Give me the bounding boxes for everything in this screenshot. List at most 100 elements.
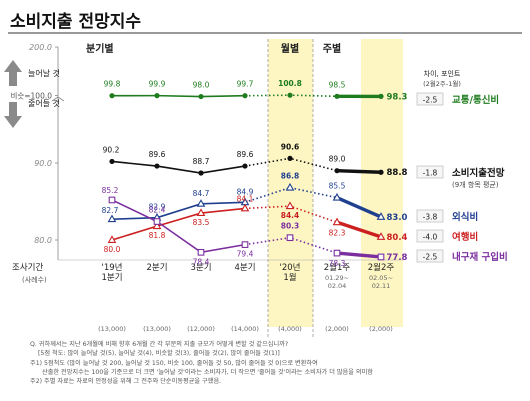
series-subtitle: (9개 항목 평균): [452, 180, 499, 189]
diff-badge: [416, 165, 444, 179]
data-point: [108, 196, 116, 204]
series-line: [111, 201, 246, 221]
diff-badge: [416, 229, 444, 243]
up-label: 늘어날 것: [28, 68, 60, 78]
diff-badge: [416, 209, 444, 223]
data-point: [109, 93, 115, 99]
page-title: 소비지출 전망지수: [10, 12, 142, 32]
data-point: [285, 201, 295, 210]
sample-size-label: (2,000): [369, 325, 393, 333]
y-tick-label: 80.0: [34, 236, 52, 245]
note-1: 주1) 5점척도 (많이 늘어날 것 200, 늘어날 것 150, 비슷 10…: [30, 359, 318, 367]
data-label: 78.4: [193, 257, 210, 266]
data-label: 90.2: [103, 145, 120, 154]
data-label: 79.4: [237, 250, 254, 259]
data-label: 84.7: [193, 189, 210, 198]
series-line: [111, 207, 246, 241]
x-tick-label: 3분기: [190, 263, 211, 273]
data-point: [287, 155, 293, 161]
data-point: [198, 93, 204, 100]
y-tick-label: 200.0: [29, 43, 52, 52]
diff-value: -2.5: [423, 96, 438, 105]
data-point: [197, 248, 205, 256]
data-label: 83.5: [193, 218, 210, 227]
data-point: [241, 241, 249, 248]
data-point: [198, 170, 204, 176]
data-point: [332, 217, 342, 226]
series-line-weekly: [336, 251, 382, 259]
diff-value: -4.0: [423, 233, 438, 242]
series-line: [111, 94, 246, 98]
data-point: [333, 249, 341, 257]
data-point: [332, 192, 342, 201]
data-point: [153, 218, 161, 225]
series-line: [111, 160, 246, 174]
data-label: 82.9: [149, 203, 166, 212]
diff-header-sub: (2월2주-1월): [423, 79, 461, 88]
period-label: 조사기간: [12, 262, 43, 273]
data-point: [196, 199, 206, 207]
data-point: [334, 93, 340, 99]
data-point: [377, 253, 385, 261]
series-name: 교통/통신비: [452, 94, 499, 106]
data-label: 85.2: [102, 186, 119, 195]
x-tick-label: 1월: [283, 272, 296, 283]
sample-size-label: (13,000): [143, 325, 171, 333]
data-label: 82.4: [149, 206, 166, 215]
diff-badge: [416, 92, 444, 106]
data-point: [107, 235, 117, 243]
series-name: 소비지출전망: [452, 167, 505, 179]
series-line: [111, 199, 246, 254]
data-label: 86.8: [281, 172, 300, 181]
data-label: 99.9: [149, 80, 166, 89]
note-1-cont: 산출한 전망지수는 100을 기준으로 더 크면 '늘어날 것'이라는 소비자가…: [42, 368, 373, 376]
data-label: 77.8: [387, 253, 408, 263]
y-tick-label: 90.0: [34, 159, 52, 168]
data-point: [334, 168, 340, 174]
x-tick-label: 2월2주: [368, 262, 395, 273]
data-point: [376, 232, 386, 240]
section-label-weekly: 주별: [323, 42, 341, 55]
data-label: 100.8: [278, 79, 302, 88]
up-arrow-icon: [4, 60, 22, 86]
data-label: 84.4: [281, 211, 300, 220]
data-label: 89.0: [329, 155, 346, 164]
sample-label: (사례수): [22, 275, 47, 284]
band-monthly: [268, 39, 313, 327]
x-tick-label: 02.11: [372, 282, 391, 290]
data-point: [154, 93, 160, 99]
series-line-weekly: [336, 220, 382, 239]
data-label: 80.4: [387, 233, 408, 243]
diff-value: -2.5: [423, 253, 438, 262]
x-tick-label: 2월1주: [324, 262, 351, 273]
down-label: 줄어들 것: [28, 98, 60, 108]
data-label: 83.0: [387, 213, 408, 223]
data-point: [286, 234, 294, 242]
diff-value: -3.8: [423, 213, 438, 222]
data-label: 82.7: [102, 206, 119, 215]
data-point: [154, 163, 160, 169]
section-label-quarterly: 분기별: [86, 42, 114, 55]
data-label: 90.6: [281, 142, 300, 151]
data-point: [242, 93, 248, 99]
x-tick-label: 1분기: [101, 273, 122, 283]
data-label: 80.0: [104, 245, 121, 254]
data-point: [376, 212, 386, 220]
sample-size-label: (4,000): [278, 325, 302, 333]
data-label: 81.8: [149, 231, 166, 240]
x-tick-label: '20년: [280, 262, 301, 273]
data-label: 99.7: [237, 80, 254, 89]
data-point: [107, 214, 117, 223]
sample-size-label: (12,000): [187, 325, 215, 333]
diff-value: -1.8: [423, 169, 438, 178]
note-2: 주2) 주별 자료는 자료의 안정성을 위해 그 전주와 단순이동평균을 구했음…: [30, 378, 222, 386]
data-label: 85.5: [329, 182, 346, 191]
data-point: [378, 93, 384, 99]
series-name: 여행비: [452, 231, 478, 243]
data-point: [378, 169, 384, 175]
sample-size-label: (13,000): [98, 325, 126, 333]
section-label-monthly: 월별: [281, 42, 299, 55]
sample-size-label: (14,000): [231, 325, 259, 333]
note-question: Q. 귀하께서는 지난 6개월에 비해 향후 6개월 간 각 부문의 지출 규모…: [30, 341, 289, 348]
data-label: 89.6: [237, 150, 254, 159]
